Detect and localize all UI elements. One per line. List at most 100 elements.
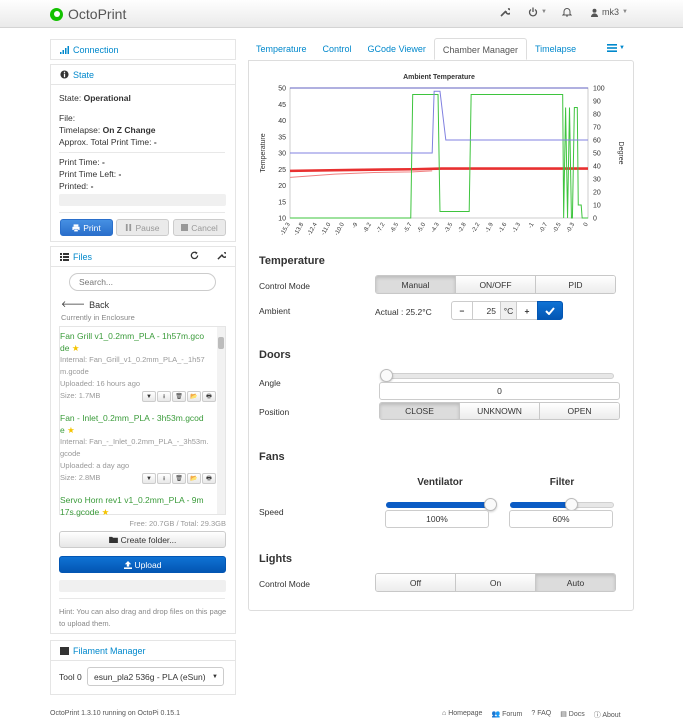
settings-wrench-icon[interactable] — [500, 7, 510, 17]
state-printed: Printed: - — [59, 181, 94, 191]
door-angle-slider[interactable] — [381, 373, 614, 379]
user-menu[interactable]: mk3 ▼ — [590, 7, 628, 17]
folder-open-icon[interactable]: 📂 — [187, 391, 201, 402]
scrollbar-thumb[interactable] — [218, 337, 224, 349]
file-list[interactable] — [59, 326, 226, 515]
create-folder-button[interactable]: Create folder... — [59, 531, 226, 548]
x-tick-label: -1.3 — [512, 221, 523, 234]
print-icon[interactable]: 🖶 — [202, 473, 216, 484]
octoprint-logo-icon — [50, 7, 63, 21]
ventilator-speed-value[interactable]: 100% — [385, 510, 489, 528]
filter-speed-value[interactable]: 60% — [509, 510, 613, 528]
temp-control-mode-group: Manual ON/OFF PID — [375, 275, 616, 294]
file-name[interactable]: Servo Horn rev1 v1_0.2mm_PLA - 9m — [60, 495, 204, 505]
doors-section-title: Doors — [259, 349, 291, 361]
back-link[interactable]: 🡐 Back — [61, 299, 110, 310]
file-name[interactable]: Fan - Inlet_0.2mm_PLA - 3h53m.gcod — [60, 413, 204, 423]
increment-button[interactable]: + — [516, 301, 538, 320]
folder-icon — [108, 536, 118, 543]
fan-speed-label: Speed — [259, 507, 284, 517]
footer-link-about[interactable]: ⓘ About — [593, 712, 621, 719]
star-icon: ★ — [67, 425, 75, 435]
x-tick-label: -1.6 — [498, 221, 509, 234]
connection-header[interactable]: Connection — [51, 40, 235, 60]
list-item[interactable]: Fan Grill v1_0.2mm_PLA - 1h57m.gco de ★ … — [60, 330, 216, 402]
filament-header[interactable]: Filament Manager — [51, 641, 235, 661]
lights-off-button[interactable]: Off — [376, 574, 456, 591]
file-size: Size: 2.8MB — [60, 473, 101, 482]
system-power-menu[interactable]: ▼ — [528, 7, 547, 17]
mode-onoff-button[interactable]: ON/OFF — [456, 276, 536, 293]
trash-icon[interactable]: 🗑 — [172, 473, 186, 484]
tab-control[interactable]: Control — [322, 44, 352, 54]
list-item[interactable]: Fan - Inlet_0.2mm_PLA - 3h53m.gcod e ★ I… — [60, 412, 216, 484]
brand[interactable]: OctoPrint — [50, 6, 126, 22]
connection-panel: Connection — [50, 39, 236, 60]
decrement-button[interactable]: − — [451, 301, 473, 320]
door-close-button[interactable]: CLOSE — [380, 403, 460, 419]
door-angle-value[interactable]: 0 — [379, 382, 620, 400]
folder-open-icon[interactable]: 📂 — [187, 473, 201, 484]
state-title: State — [73, 69, 95, 80]
download-icon[interactable]: ⭳ — [157, 391, 171, 402]
ventilator-label: Ventilator — [417, 477, 463, 488]
pause-icon — [126, 224, 132, 231]
print-icon[interactable]: 🖶 — [202, 391, 216, 402]
door-open-button[interactable]: OPEN — [540, 403, 619, 419]
power-icon — [528, 7, 538, 17]
file-actions: ▼ ⭳ 🗑 📂 🖶 — [142, 473, 216, 484]
print-button[interactable]: Print — [60, 219, 113, 236]
confirm-temperature-button[interactable] — [537, 301, 563, 320]
notifications-bell-icon[interactable] — [562, 7, 572, 17]
spool-icon — [60, 646, 69, 655]
user-name: mk3 — [602, 7, 620, 17]
divider — [59, 598, 225, 599]
trash-icon[interactable]: 🗑 — [172, 391, 186, 402]
footer-link-docs[interactable]: ▤ Docs — [560, 711, 585, 718]
mode-manual-button[interactable]: Manual — [376, 276, 456, 293]
door-angle-slider-handle[interactable] — [380, 369, 393, 382]
refresh-icon[interactable] — [190, 251, 199, 262]
file-search-input[interactable] — [69, 273, 216, 291]
target-temperature-input[interactable]: 25 — [472, 301, 501, 320]
cancel-button[interactable]: Cancel — [173, 219, 226, 236]
footer-link-homepage[interactable]: ⌂ Homepage — [442, 710, 483, 717]
angle-label: Angle — [259, 378, 281, 388]
y-tick-label: 20 — [278, 183, 286, 190]
tab-gcode-viewer[interactable]: GCode Viewer — [367, 44, 426, 54]
arrow-left-icon: 🡐 — [61, 299, 86, 309]
spool-select[interactable]: esun_pla2 536g - PLA (eSun) ▼ — [87, 667, 224, 686]
mode-pid-button[interactable]: PID — [536, 276, 615, 293]
ventilator-slider-handle[interactable] — [484, 498, 497, 511]
wrench-icon[interactable] — [217, 251, 228, 262]
lights-on-button[interactable]: On — [456, 574, 536, 591]
tabs-overflow-menu[interactable]: ▼ — [607, 44, 625, 52]
y-tick-label: 40 — [278, 118, 286, 125]
brand-name: OctoPrint — [68, 6, 127, 22]
upload-button[interactable]: Upload — [59, 556, 226, 573]
drag-drop-hint: Hint: You can also drag and drop files o… — [59, 607, 227, 628]
lights-auto-button[interactable]: Auto — [536, 574, 615, 591]
files-header[interactable]: Files — [51, 247, 235, 267]
tab-chamber-manager[interactable]: Chamber Manager — [433, 38, 527, 60]
upload-progress-bar — [59, 580, 226, 592]
state-print-time: Print Time: - — [59, 157, 105, 167]
file-name[interactable]: Fan Grill v1_0.2mm_PLA - 1h57m.gco — [60, 331, 205, 341]
list-item[interactable]: Servo Horn rev1 v1_0.2mm_PLA - 9m 17s.gc… — [60, 494, 216, 518]
chevron-down-icon: ▼ — [622, 9, 628, 15]
footer-link-faq[interactable]: ? FAQ — [531, 710, 552, 717]
state-approx-time: Approx. Total Print Time: - — [59, 137, 157, 147]
signal-bars-icon — [60, 45, 69, 54]
chevron-down-icon: ▼ — [541, 9, 547, 15]
download-icon[interactable]: ⭳ — [157, 473, 171, 484]
fans-section-title: Fans — [259, 451, 285, 463]
chevron-down-icon[interactable]: ▼ — [142, 391, 156, 402]
footer-link-forum[interactable]: 👥 Forum — [491, 711, 523, 718]
tab-temperature[interactable]: Temperature — [256, 44, 307, 54]
pause-button[interactable]: Pause — [116, 219, 169, 236]
tab-timelapse[interactable]: Timelapse — [534, 44, 577, 54]
state-header[interactable]: State — [51, 65, 235, 85]
door-unknown-button[interactable]: UNKNOWN — [460, 403, 540, 419]
scrollbar[interactable] — [217, 327, 225, 514]
chevron-down-icon[interactable]: ▼ — [142, 473, 156, 484]
